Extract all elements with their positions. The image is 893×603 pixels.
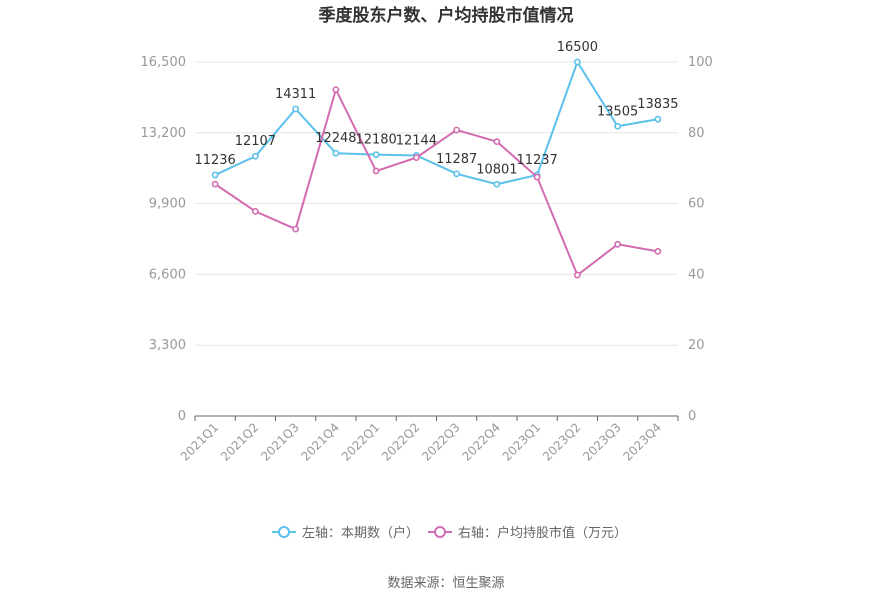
left-tick-label: 0 [178, 409, 186, 424]
legend[interactable]: 左轴：本期数（户） 右轴：户均持股市值（万元） [272, 525, 627, 541]
legend-marker [434, 526, 446, 538]
left-tick-label: 6,600 [149, 267, 186, 282]
data-label: 12248 [315, 131, 356, 146]
right-tick-label: 0 [688, 409, 696, 424]
data-point[interactable] [573, 271, 581, 279]
x-tick-label: 2022Q3 [419, 420, 463, 464]
data-label: 14311 [275, 87, 316, 102]
data-point[interactable] [251, 152, 259, 160]
data-label: 11236 [194, 153, 235, 168]
data-point[interactable] [654, 115, 662, 123]
x-tick-label: 2023Q3 [580, 420, 624, 464]
data-label: 12144 [396, 133, 437, 148]
x-tick-label: 2022Q1 [339, 420, 383, 464]
x-tick-label: 2022Q2 [379, 420, 423, 464]
left-tick-label: 9,900 [149, 197, 186, 212]
left-tick-label: 13,200 [141, 126, 187, 141]
legend-item-0[interactable]: 左轴：本期数（户） [272, 525, 419, 541]
data-label: 11237 [516, 153, 557, 168]
data-point[interactable] [493, 138, 501, 146]
data-point[interactable] [211, 171, 219, 179]
data-label: 13835 [637, 97, 678, 112]
legend-label: 左轴：本期数（户） [302, 525, 419, 541]
data-point[interactable] [573, 58, 581, 66]
data-point[interactable] [372, 151, 380, 159]
data-point[interactable] [614, 240, 622, 248]
left-tick-label: 3,300 [149, 338, 186, 353]
data-point[interactable] [332, 86, 340, 94]
series-line-0 [214, 59, 659, 186]
x-tick-label: 2022Q4 [459, 420, 503, 464]
left-axis: 0 3,300 6,600 9,900 13,200 16,500 [141, 55, 187, 424]
x-tick-label: 2023Q1 [500, 420, 544, 464]
left-tick-label: 16,500 [141, 55, 187, 70]
data-label: 13505 [597, 104, 638, 119]
data-point[interactable] [211, 180, 219, 188]
data-point[interactable] [533, 173, 541, 181]
right-tick-label: 40 [688, 267, 705, 282]
x-tick-label: 2023Q2 [540, 420, 584, 464]
data-point[interactable] [292, 105, 300, 113]
legend-marker [278, 526, 290, 538]
x-axis: 2021Q12021Q22021Q32021Q42022Q12022Q22022… [178, 415, 679, 464]
data-point[interactable] [372, 167, 380, 175]
x-tick-label: 2021Q1 [178, 420, 222, 464]
right-axis: 0 20 40 60 80 100 [688, 55, 713, 424]
data-label: 16500 [557, 40, 598, 55]
data-point[interactable] [453, 126, 461, 134]
data-label: 12180 [355, 133, 396, 148]
legend-item-1[interactable]: 右轴：户均持股市值（万元） [428, 525, 627, 541]
data-label: 10801 [476, 162, 517, 177]
right-tick-label: 80 [688, 126, 705, 141]
series-line-1 [214, 86, 659, 277]
data-point[interactable] [614, 122, 622, 130]
x-tick-label: 2023Q4 [620, 420, 664, 464]
data-point[interactable] [292, 225, 300, 233]
data-point[interactable] [654, 247, 662, 255]
legend-label: 右轴：户均持股市值（万元） [458, 525, 627, 541]
data-point[interactable] [251, 207, 259, 215]
data-point[interactable] [412, 154, 420, 161]
x-tick-label: 2021Q3 [258, 420, 302, 464]
data-point[interactable] [493, 180, 501, 188]
series-layer [211, 58, 662, 279]
data-point[interactable] [453, 170, 461, 178]
data-label: 12107 [235, 134, 276, 149]
data-label: 11287 [436, 152, 477, 167]
data-point[interactable] [332, 149, 340, 157]
source-note: 数据来源：恒生聚源 [387, 576, 504, 591]
right-tick-label: 60 [688, 197, 705, 212]
right-tick-label: 20 [688, 338, 705, 353]
x-tick-label: 2021Q2 [218, 420, 262, 464]
chart-title: 季度股东户数、户均持股市值情况 [319, 5, 574, 26]
x-tick-label: 2021Q4 [298, 420, 342, 464]
right-tick-label: 100 [688, 55, 713, 70]
